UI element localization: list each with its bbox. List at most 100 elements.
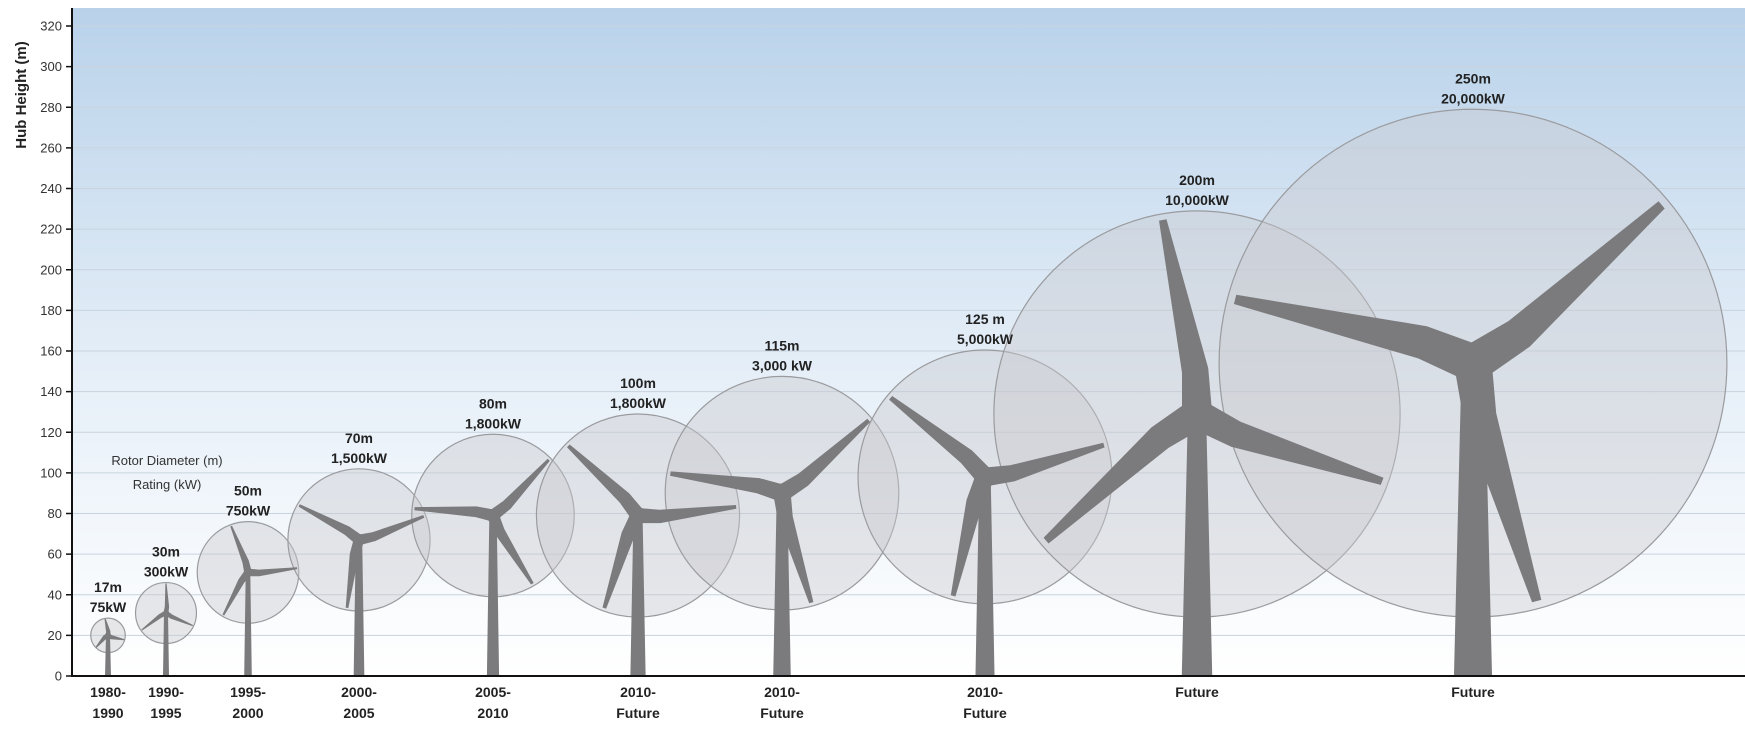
spec-rating-label: 5,000kW — [957, 331, 1014, 347]
turbine-tower — [630, 515, 646, 676]
spec-rating-label: 1,800kW — [465, 415, 522, 431]
turbine-tower — [975, 476, 995, 676]
turbine-blade — [1460, 201, 1665, 378]
y-tick-label: 320 — [40, 19, 62, 34]
era-label: 1990 — [92, 705, 123, 721]
turbine-blade — [345, 539, 365, 609]
y-tick-label: 140 — [40, 384, 62, 399]
spec-rating-label: 300kW — [144, 564, 189, 580]
spec-diameter-label: 70m — [345, 430, 373, 446]
turbine-hub — [974, 466, 996, 488]
spec-rating-label: 3,000 kW — [752, 357, 813, 373]
y-tick-label: 220 — [40, 222, 62, 237]
spec-diameter-label: 50m — [234, 483, 262, 499]
turbine-blade — [357, 515, 425, 545]
turbine-blade — [247, 567, 298, 577]
turbine-blade — [776, 418, 871, 500]
y-tick-label: 40 — [48, 587, 62, 602]
turbine-blade — [1191, 399, 1384, 485]
era-label: 2000- — [341, 684, 377, 700]
spec-diameter-label: 17m — [94, 579, 122, 595]
turbine-tower — [486, 515, 500, 676]
y-axis-title: Hub Height (m) — [13, 41, 30, 148]
era-label: 2010- — [764, 684, 800, 700]
era-label: 2005 — [343, 705, 374, 721]
y-tick-label: 120 — [40, 425, 62, 440]
spec-rating-label: 1,800kW — [610, 395, 667, 411]
turbine-blade — [414, 506, 494, 522]
era-label: 1995- — [230, 684, 266, 700]
turbine-blade — [141, 611, 168, 631]
spec-rating-label: 10,000kW — [1165, 192, 1230, 208]
y-tick-label: 80 — [48, 506, 62, 521]
legend: Rotor Diameter (m) Rating (kW) — [111, 453, 222, 492]
turbine-hub — [1452, 342, 1494, 385]
y-tick-label: 200 — [40, 262, 62, 277]
turbine-hub — [353, 534, 365, 546]
turbine-blade — [230, 525, 252, 574]
spec-rating-label: 20,000kW — [1441, 90, 1506, 106]
turbine-blade — [889, 396, 992, 485]
turbine-blade — [567, 444, 644, 521]
turbine-tower — [1181, 413, 1213, 676]
era-label: Future — [760, 705, 804, 721]
era-label: 2010 — [477, 705, 508, 721]
turbine-blade — [107, 633, 125, 641]
turbine-blade — [487, 512, 534, 585]
turbine-blade — [1454, 358, 1542, 603]
turbine-blade — [488, 458, 550, 520]
spec-diameter-label: 115m — [764, 337, 799, 353]
turbine-blade — [602, 512, 646, 609]
turbine-blade — [950, 474, 995, 597]
spec-rating-label: 1,500kW — [331, 450, 388, 466]
turbine-hub — [1180, 397, 1214, 431]
era-label: Future — [963, 705, 1007, 721]
y-tick-label: 180 — [40, 303, 62, 318]
turbine-hub — [163, 610, 169, 617]
era-labels: 1980- 1990 1990- 1995 1995- 2000 2000- 2005 2005… — [90, 684, 1495, 721]
era-label: 2005- — [475, 684, 511, 700]
era-label: 2010- — [967, 684, 1003, 700]
turbine-blade — [982, 442, 1105, 487]
turbine-hub — [772, 483, 792, 503]
turbine-blades — [95, 201, 1665, 648]
era-label: 1995 — [150, 705, 181, 721]
turbine-blade — [1233, 294, 1478, 382]
y-tick-label: 240 — [40, 181, 62, 196]
turbine-hub — [629, 507, 647, 524]
era-label: 1980- — [90, 684, 126, 700]
turbine-hub — [105, 632, 111, 639]
spec-diameter-label: 250m — [1455, 70, 1491, 86]
era-label: Future — [1175, 684, 1219, 700]
turbine-blade — [773, 490, 814, 604]
y-axis-ticks: 0 20 40 60 80 100 120 140 160 180 200 220 240 260 280 3… — [40, 19, 72, 684]
spec-diameter-label: 100m — [620, 375, 656, 391]
spec-labels: 75kW 17m 300kW 30m 750kW 50m 1,500kW 70m 1,800kW… — [90, 70, 1506, 615]
spec-diameter-label: 125 m — [965, 311, 1005, 327]
y-tick-label: 280 — [40, 100, 62, 115]
y-tick-label: 160 — [40, 344, 62, 359]
era-label: 1990- — [148, 684, 184, 700]
turbine-tower — [163, 613, 169, 676]
turbine-tower — [353, 539, 365, 676]
era-label: 2010- — [620, 684, 656, 700]
turbine-blade — [104, 618, 111, 636]
spec-diameter-label: 200m — [1179, 172, 1215, 188]
turbine-blade — [1043, 402, 1207, 544]
legend-rotor-diameter: Rotor Diameter (m) — [111, 453, 222, 468]
era-label: Future — [1451, 684, 1495, 700]
legend-rating: Rating (kW) — [133, 477, 202, 492]
turbine-blade — [637, 505, 737, 524]
turbine-tower — [105, 635, 111, 676]
spec-rating-label: 750kW — [226, 503, 271, 519]
spec-rating-label: 75kW — [90, 599, 127, 615]
turbine-blade — [670, 471, 784, 502]
spec-diameter-label: 30m — [152, 544, 180, 560]
turbine-hub — [486, 508, 500, 523]
y-tick-label: 0 — [55, 669, 62, 684]
turbine-blade — [222, 570, 252, 616]
turbine-blade — [1159, 219, 1212, 417]
y-tick-label: 100 — [40, 465, 62, 480]
y-tick-label: 20 — [48, 628, 62, 643]
